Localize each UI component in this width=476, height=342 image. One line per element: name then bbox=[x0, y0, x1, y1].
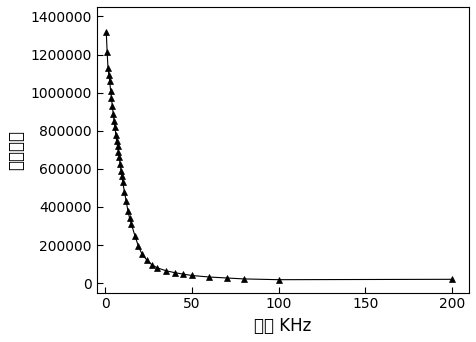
Y-axis label: 介电常数: 介电常数 bbox=[7, 130, 25, 170]
X-axis label: 频率 KHz: 频率 KHz bbox=[254, 317, 312, 335]
